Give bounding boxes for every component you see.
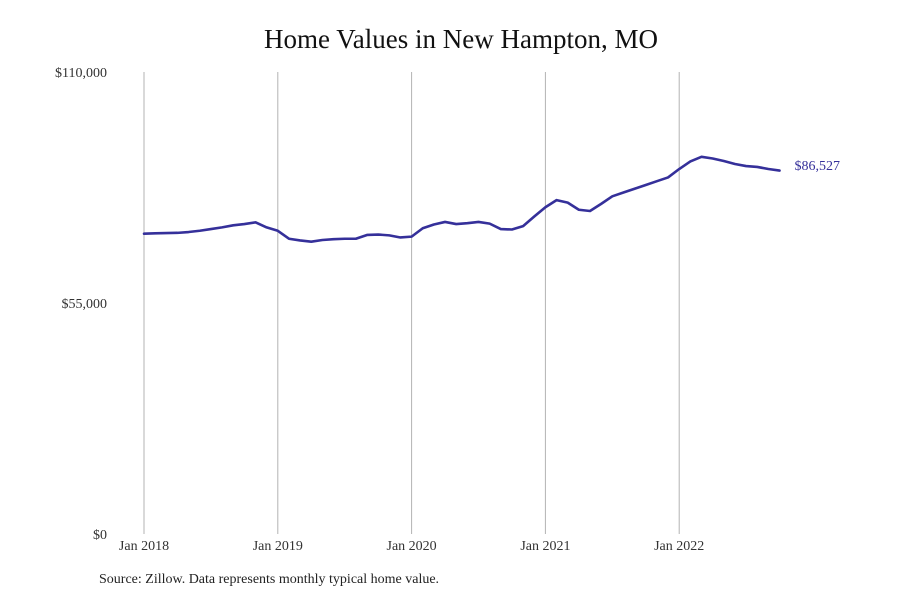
end-value-label: $86,527 (795, 159, 841, 174)
y-tick-label: $110,000 (55, 66, 107, 81)
x-tick-label: Jan 2022 (654, 539, 704, 554)
x-tick-label: Jan 2021 (520, 539, 570, 554)
end-label-layer: $86,527 (795, 159, 841, 174)
source-note: Source: Zillow. Data represents monthly … (99, 572, 440, 587)
x-tick-label: Jan 2018 (119, 539, 169, 554)
series-layer (142, 155, 781, 243)
x-tick-label: Jan 2020 (387, 539, 437, 554)
series-line-0 (142, 155, 781, 243)
x-tick-label: Jan 2019 (253, 539, 303, 554)
y-tick-label: $55,000 (62, 297, 108, 312)
grid-lines (143, 72, 680, 534)
chart-title: Home Values in New Hampton, MO (264, 24, 658, 54)
y-tick-label: $0 (93, 528, 107, 543)
x-axis-tick-labels: Jan 2018 Jan 2019 Jan 2020 Jan 2021 Jan 2022 (119, 539, 704, 554)
y-axis-tick-labels: $0 $55,000 $110,000 (55, 66, 107, 543)
